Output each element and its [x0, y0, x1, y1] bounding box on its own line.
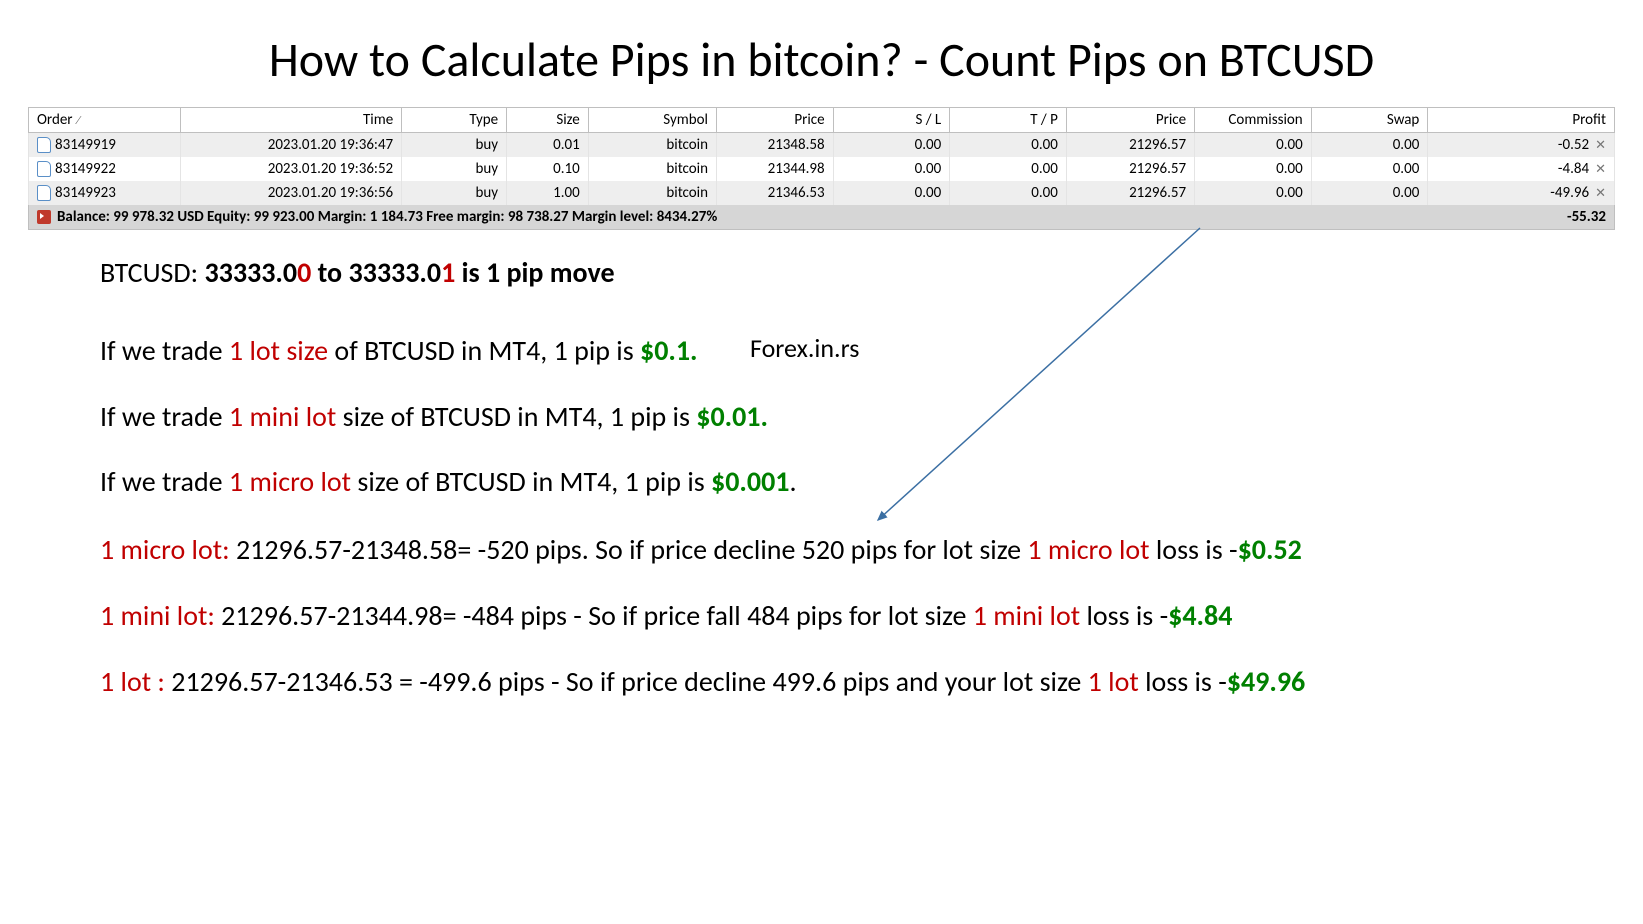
col-profit[interactable]: Profit — [1428, 108, 1615, 133]
table-row[interactable]: 831499222023.01.20 19:36:52buy0.10bitcoi… — [29, 157, 1615, 181]
summary-text: Balance: 99 978.32 USD Equity: 99 923.00… — [57, 208, 717, 226]
col-time[interactable]: Time — [180, 108, 402, 133]
order-icon — [37, 185, 51, 201]
explanation-content: BTCUSD: 33333.00 to 33333.01 is 1 pip mo… — [0, 230, 1643, 701]
summary-total: -55.32 — [1567, 208, 1606, 226]
close-icon[interactable]: ✕ — [1589, 138, 1606, 153]
col-swap[interactable]: Swap — [1311, 108, 1428, 133]
pip-rule: If we trade 1 lot size of BTCUSD in MT4,… — [100, 332, 1543, 370]
col-tp[interactable]: T / P — [950, 108, 1067, 133]
summary-row: Balance: 99 978.32 USD Equity: 99 923.00… — [28, 205, 1615, 230]
orders-table: Order⁄ Time Type Size Symbol Price S / L… — [28, 107, 1615, 205]
close-icon[interactable]: ✕ — [1589, 186, 1606, 201]
pip-example: 1 mini lot: 21296.57-21344.98= -484 pips… — [100, 597, 1543, 635]
pip-definition: BTCUSD: 33333.00 to 33333.01 is 1 pip mo… — [100, 254, 1543, 292]
close-icon[interactable]: ✕ — [1589, 162, 1606, 177]
col-sl[interactable]: S / L — [833, 108, 950, 133]
col-price2[interactable]: Price — [1066, 108, 1194, 133]
page-title: How to Calculate Pips in bitcoin? - Coun… — [0, 0, 1643, 107]
col-size[interactable]: Size — [507, 108, 589, 133]
pip-rule: If we trade 1 mini lot size of BTCUSD in… — [100, 398, 1543, 436]
col-price[interactable]: Price — [717, 108, 834, 133]
table-row[interactable]: 831499232023.01.20 19:36:56buy1.00bitcoi… — [29, 181, 1615, 205]
col-commission[interactable]: Commission — [1195, 108, 1312, 133]
pip-rule: If we trade 1 micro lot size of BTCUSD i… — [100, 463, 1543, 501]
pip-example: 1 micro lot: 21296.57-21348.58= -520 pip… — [100, 531, 1543, 569]
orders-table-container: Order⁄ Time Type Size Symbol Price S / L… — [28, 107, 1615, 230]
pip-example: 1 lot : 21296.57-21346.53 = -499.6 pips … — [100, 663, 1543, 701]
table-row[interactable]: 831499192023.01.20 19:36:47buy0.01bitcoi… — [29, 133, 1615, 158]
summary-icon — [37, 210, 51, 224]
col-order[interactable]: Order⁄ — [29, 108, 181, 133]
table-header-row: Order⁄ Time Type Size Symbol Price S / L… — [29, 108, 1615, 133]
col-symbol[interactable]: Symbol — [588, 108, 716, 133]
order-icon — [37, 161, 51, 177]
order-icon — [37, 137, 51, 153]
col-type[interactable]: Type — [402, 108, 507, 133]
